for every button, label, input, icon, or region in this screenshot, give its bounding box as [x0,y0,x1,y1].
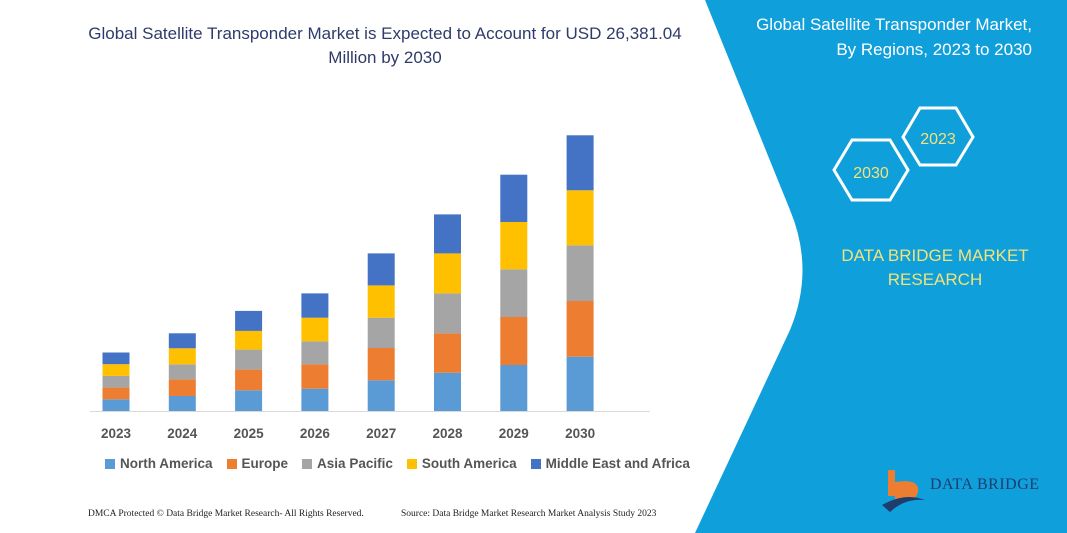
bar-segment-2029-north-america [500,365,528,411]
bar-segment-2025-north-america [235,390,263,411]
x-tick-label: 2030 [565,426,595,441]
bar-segment-2028-asia-pacific [434,293,461,334]
legend-label: North America [120,456,213,471]
hexagon-2030 [832,138,910,202]
brand-text: DATA BRIDGE MARKET RESEARCH [841,246,1029,289]
hex-label-2023: 2023 [920,131,956,148]
legend-item: North America [105,456,213,471]
bar-segment-2025-middle-east-and-africa [235,310,263,331]
bar-segment-2026-south-america [301,317,329,342]
legend-item: Asia Pacific [302,456,393,471]
bar-segment-2026-north-america [301,388,329,411]
chart-title: Global Satellite Transponder Market is E… [88,24,682,67]
blue-side-panel [695,0,1067,533]
footer-copyright: DMCA Protected © Data Bridge Market Rese… [88,509,364,519]
x-tick-label: 2025 [234,426,265,441]
bar-segment-2025-europe [235,369,263,391]
hex-label-2030: 2030 [853,165,889,182]
x-tick-label: 2023 [101,426,132,441]
bar-segment-2023-europe [102,387,130,400]
x-tick-label: 2029 [499,426,529,441]
bar-segment-2026-asia-pacific [301,341,329,365]
bar-segment-2028-europe [434,333,461,373]
bar-segment-2024-asia-pacific [168,364,196,380]
side-panel-title: Global Satellite Transponder Market, By … [756,15,1032,59]
bar-segment-2028-middle-east-and-africa [434,214,461,254]
x-tick-label: 2026 [300,426,331,441]
stacked-bar-chart: 2023 2024 2025 2026 2027 2028 2029 2030 [90,135,650,441]
x-tick-label: 2027 [366,426,396,441]
bar-segment-2030-middle-east-and-africa [566,135,594,191]
bar-segment-2025-south-america [235,330,263,350]
bar-segment-2030-europe [566,301,594,357]
legend: North America Europe Asia Pacific South … [105,456,690,471]
hexagon-2023 [901,106,975,167]
x-tick-label: 2028 [432,426,463,441]
bar-segment-2026-middle-east-and-africa [301,293,329,318]
bar-segment-2027-asia-pacific [367,317,395,348]
logo-icon [882,470,925,512]
legend-label: Asia Pacific [317,456,393,471]
footer-source: Source: Data Bridge Market Research Mark… [401,509,657,519]
legend-swatch [105,458,115,469]
bar-segment-2029-asia-pacific [500,269,528,317]
logo-text: DATA BRIDGE [930,476,1040,493]
bar-segment-2024-south-america [168,348,196,365]
bar-segment-2029-south-america [500,222,528,270]
legend-swatch [530,458,541,469]
bar-segment-2030-south-america [566,190,594,246]
legend-item: Europe [226,456,289,471]
bar-segment-2027-south-america [367,285,395,318]
bar-segment-2026-europe [301,364,329,389]
legend-swatch [302,458,313,469]
bar-segment-2029-europe [500,317,528,365]
legend-label: Middle East and Africa [545,456,690,471]
bar-segment-2023-north-america [102,399,130,411]
legend-label: South America [421,456,517,471]
bar-segment-2030-asia-pacific [566,245,594,301]
legend-item: Middle East and Africa [530,456,690,471]
bar-segment-2028-north-america [434,372,461,411]
bar-segment-2030-north-america [566,356,594,411]
bar-segment-2028-south-america [434,253,461,294]
legend-item: South America [406,456,517,471]
bar-segment-2024-middle-east-and-africa [168,333,196,349]
bar-segment-2023-middle-east-and-africa [102,352,130,365]
bar-segment-2029-middle-east-and-africa [500,174,528,222]
bar-segment-2025-asia-pacific [235,349,263,370]
bar-segment-2024-north-america [168,396,196,411]
bar-segment-2023-asia-pacific [102,375,130,388]
bar-segment-2024-europe [168,379,196,396]
x-tick-label: 2024 [167,426,198,441]
bar-segment-2027-europe [367,348,395,381]
bar-segment-2027-middle-east-and-africa [367,253,395,286]
bar-segment-2023-south-america [102,364,130,376]
bar-segment-2027-north-america [367,380,395,411]
legend-swatch [406,458,417,469]
legend-swatch [226,458,237,469]
legend-label: Europe [241,456,289,471]
